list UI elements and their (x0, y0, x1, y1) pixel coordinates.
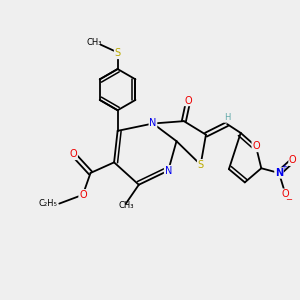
Text: CH₃: CH₃ (118, 201, 134, 210)
Text: O: O (79, 190, 87, 200)
Text: O: O (289, 155, 297, 165)
Text: O: O (70, 149, 77, 159)
Text: O: O (282, 189, 289, 199)
Text: C₂H₅: C₂H₅ (39, 199, 58, 208)
Text: O: O (252, 142, 260, 152)
Text: +: + (281, 164, 287, 170)
Text: −: − (286, 195, 292, 204)
Text: CH₃: CH₃ (86, 38, 102, 47)
Text: N: N (275, 168, 283, 178)
Text: N: N (149, 118, 157, 128)
Text: O: O (184, 95, 192, 106)
Text: H: H (224, 113, 230, 122)
Text: S: S (198, 160, 204, 170)
Text: N: N (165, 166, 172, 176)
Text: S: S (115, 48, 121, 59)
